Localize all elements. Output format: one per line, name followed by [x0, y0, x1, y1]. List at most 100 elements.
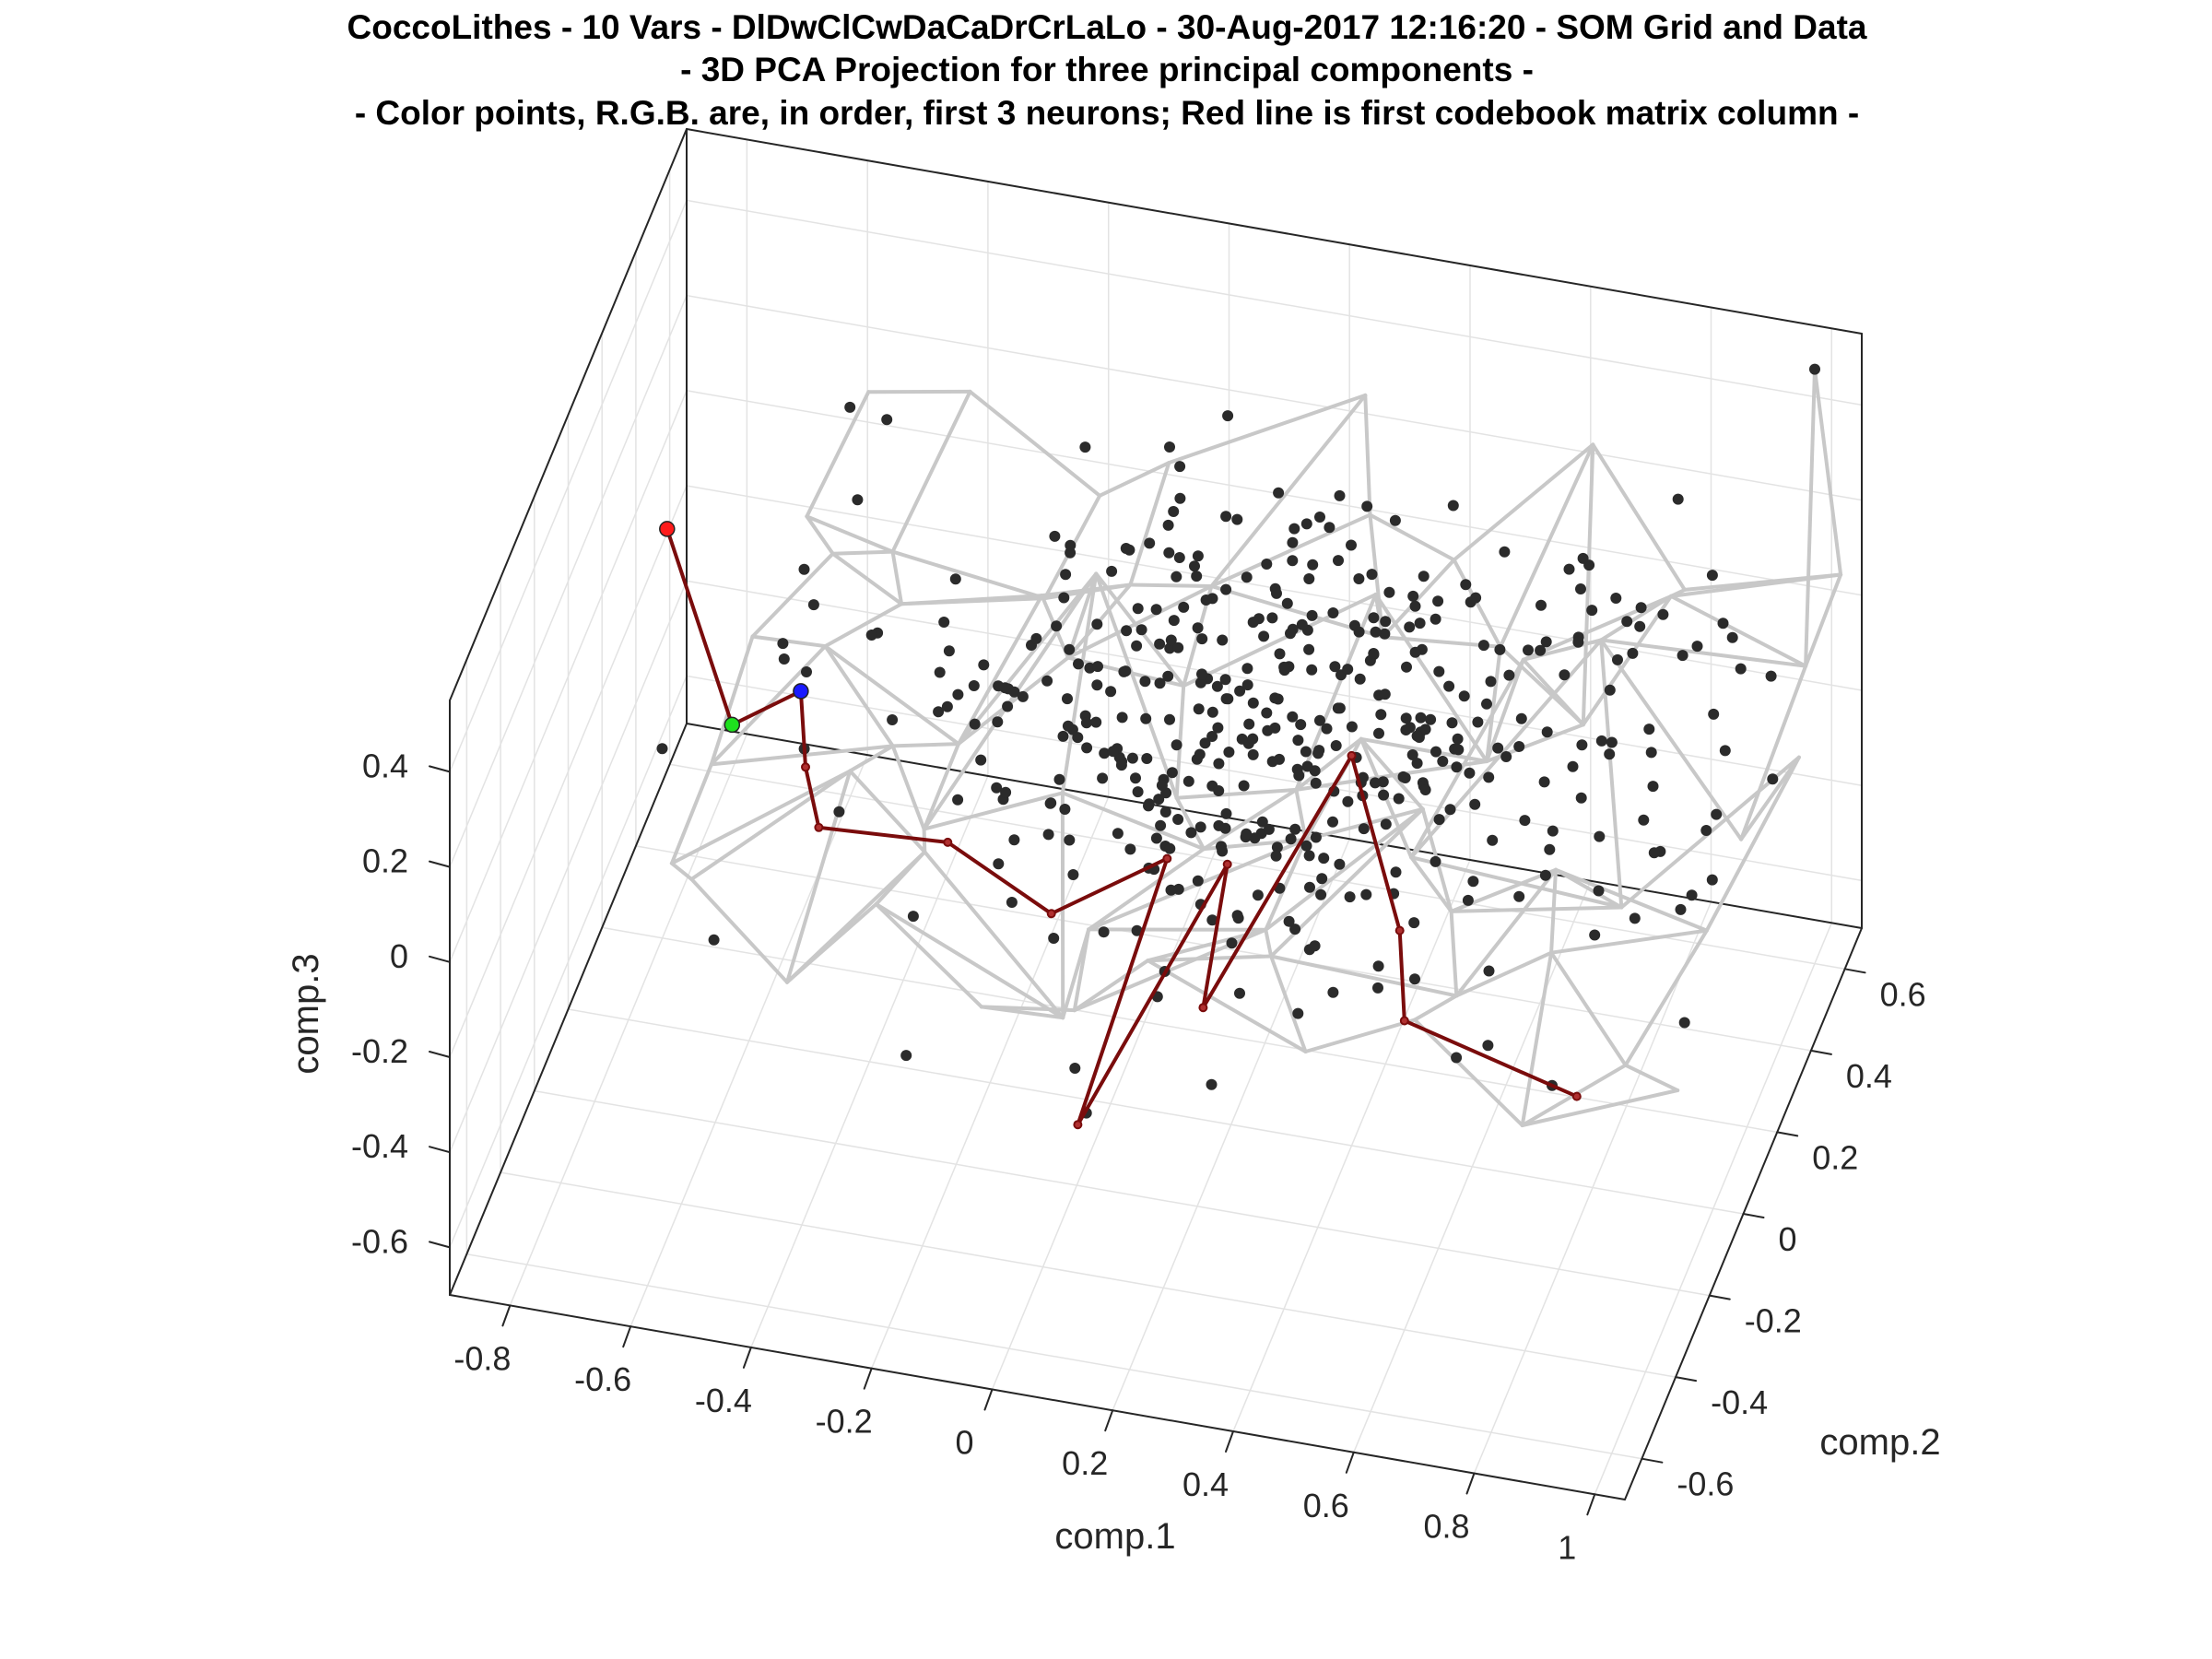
data-point: [1288, 523, 1300, 535]
codebook-vertex: [1162, 853, 1172, 864]
data-point: [1300, 746, 1312, 758]
data-point: [1081, 742, 1093, 754]
data-point: [1372, 982, 1383, 994]
data-point: [1112, 828, 1124, 840]
data-point: [1231, 513, 1243, 525]
som-edge: [750, 551, 835, 639]
data-point: [887, 714, 899, 725]
data-point: [1173, 552, 1185, 563]
data-point: [1262, 724, 1274, 736]
data-point: [1411, 730, 1423, 742]
data-point: [1373, 727, 1384, 739]
som-edge: [709, 634, 755, 767]
data-point: [1406, 749, 1418, 760]
floor-gridline-y: [601, 926, 1778, 1134]
data-point: [1481, 698, 1492, 710]
data-point: [938, 617, 950, 628]
data-point: [1446, 717, 1458, 729]
data-point: [1706, 570, 1718, 582]
data-point: [1211, 680, 1223, 692]
data-point: [1241, 663, 1253, 675]
data-point: [1559, 669, 1571, 681]
data-point: [1472, 716, 1484, 728]
data-point: [1249, 832, 1261, 844]
x-tick-mark: [742, 1346, 752, 1369]
som-edge: [1804, 572, 1843, 668]
som-edge: [1599, 638, 1624, 910]
codebook-vertex: [1399, 1016, 1409, 1026]
codebook-vertex: [814, 822, 824, 832]
data-point: [1121, 625, 1133, 637]
data-point: [1303, 643, 1315, 655]
data-point: [1312, 747, 1324, 759]
z-tick-label: -0.6: [351, 1222, 408, 1260]
data-point: [1171, 739, 1182, 751]
neuron-blue-marker: [793, 683, 809, 700]
data-points: [656, 401, 1779, 1119]
x-tick-mark: [1465, 1472, 1476, 1495]
data-point: [1199, 737, 1211, 749]
data-point: [1629, 912, 1641, 924]
left-gridline-z: [449, 390, 688, 963]
data-point: [1247, 748, 1259, 760]
data-point: [1318, 853, 1330, 865]
data-point: [1172, 814, 1184, 825]
left-gridline-z: [449, 199, 688, 773]
data-point: [1140, 712, 1152, 724]
som-edge: [1087, 847, 1206, 932]
data-point: [1008, 834, 1020, 846]
data-point: [1292, 1007, 1304, 1019]
som-edge: [922, 742, 960, 831]
som-edge: [830, 549, 895, 556]
data-point: [1675, 903, 1687, 915]
data-point: [1124, 843, 1136, 855]
data-point: [1765, 670, 1777, 682]
data-point: [1196, 633, 1208, 645]
data-point: [1206, 1078, 1218, 1090]
data-point: [1223, 747, 1235, 758]
som-edge: [1682, 572, 1843, 592]
som-edge: [750, 634, 828, 649]
data-point: [991, 782, 1003, 794]
data-point: [1541, 726, 1553, 738]
data-point: [1409, 600, 1421, 612]
som-edge: [669, 861, 694, 881]
data-point: [1072, 732, 1084, 744]
data-point: [1464, 767, 1476, 779]
data-point: [1306, 609, 1318, 621]
som-edge: [1449, 905, 1624, 913]
data-point: [1172, 641, 1184, 653]
data-point: [1575, 792, 1587, 804]
data-point: [778, 653, 790, 665]
codebook-vertex: [943, 837, 953, 847]
data-point: [1002, 700, 1014, 712]
data-point: [1327, 607, 1339, 618]
codebook-vertex: [801, 762, 810, 772]
som-edge: [1269, 954, 1459, 998]
z-tick-label: -0.2: [351, 1032, 408, 1070]
data-point: [1274, 648, 1286, 660]
som-edge: [1485, 657, 1525, 763]
data-point: [1287, 536, 1299, 548]
data-point: [1256, 816, 1268, 828]
z-axis-label: comp.3: [286, 953, 326, 1074]
data-point: [1304, 881, 1315, 893]
data-point: [1519, 815, 1531, 827]
data-point: [1273, 487, 1285, 499]
data-point: [1105, 686, 1117, 698]
data-point: [1132, 786, 1144, 798]
data-point: [1383, 586, 1395, 598]
data-point: [1165, 884, 1177, 896]
box-edge: [686, 723, 1863, 929]
som-edge: [923, 850, 1065, 1020]
som-edge: [1623, 928, 1709, 1067]
floor-gridline-y: [668, 763, 1846, 971]
som-edge: [957, 655, 1070, 747]
data-point: [1593, 885, 1605, 897]
x-tick-mark: [1586, 1493, 1596, 1516]
som-edge: [1549, 928, 1709, 955]
data-point: [1300, 518, 1312, 530]
x-tick-mark: [863, 1367, 873, 1390]
data-point: [1447, 500, 1459, 512]
